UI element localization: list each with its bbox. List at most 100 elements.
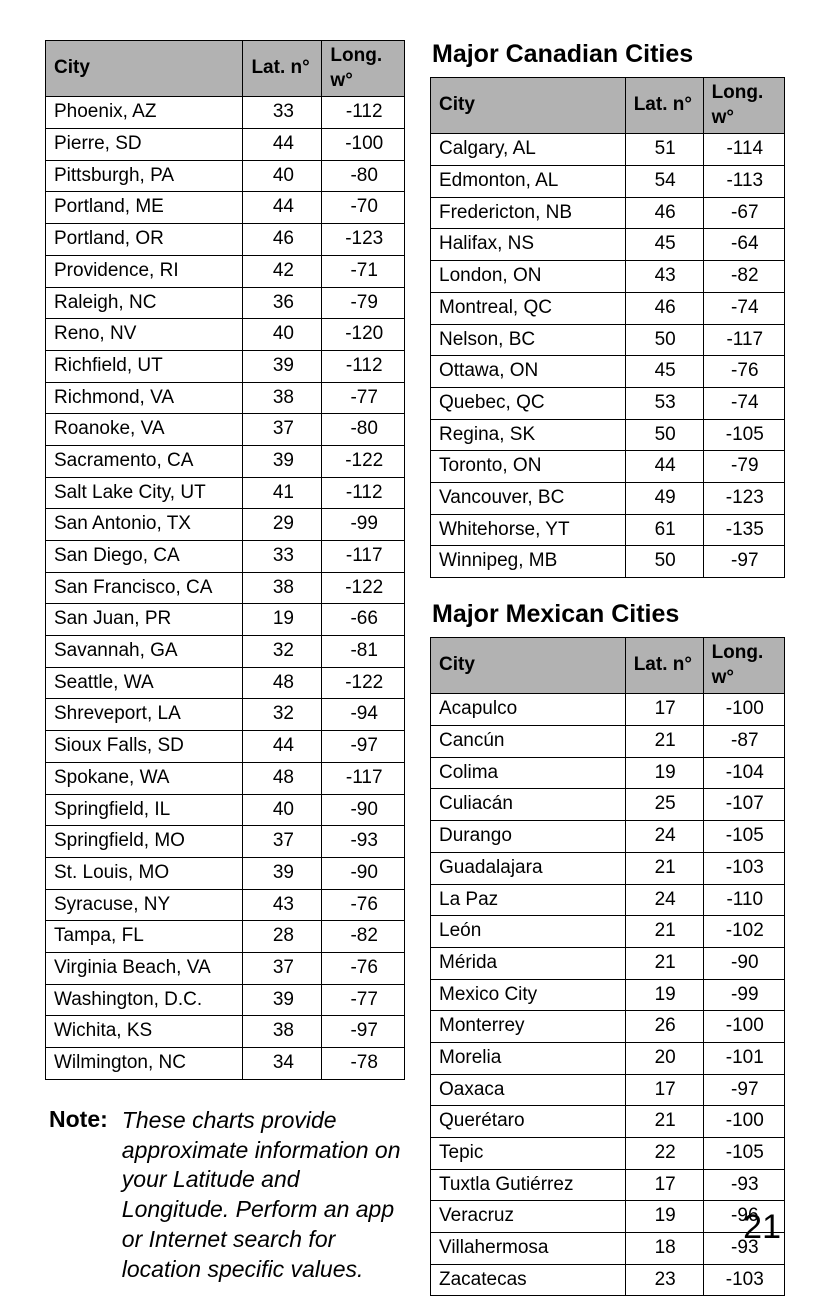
cell-long: -74 xyxy=(703,292,784,324)
cell-lat: 50 xyxy=(625,324,703,356)
cell-long: -99 xyxy=(322,509,405,541)
cell-city: Colima xyxy=(431,757,626,789)
cell-city: Syracuse, NY xyxy=(46,889,243,921)
table-row: Toronto, ON44-79 xyxy=(431,451,785,483)
cell-long: -78 xyxy=(322,1048,405,1080)
table-row: Savannah, GA32-81 xyxy=(46,636,405,668)
cell-long: -100 xyxy=(322,129,405,161)
table-row: Tepic22-105 xyxy=(431,1138,785,1170)
table-row: Nelson, BC50-117 xyxy=(431,324,785,356)
cell-lat: 33 xyxy=(243,541,322,573)
cell-long: -117 xyxy=(322,762,405,794)
cell-lat: 37 xyxy=(243,414,322,446)
table-row: San Juan, PR19-66 xyxy=(46,604,405,636)
cell-lat: 51 xyxy=(625,134,703,166)
cell-city: Sioux Falls, SD xyxy=(46,731,243,763)
cell-city: Montreal, QC xyxy=(431,292,626,324)
cell-long: -97 xyxy=(322,731,405,763)
cell-city: Regina, SK xyxy=(431,419,626,451)
cell-long: -90 xyxy=(322,857,405,889)
header-lat: Lat. n° xyxy=(625,78,703,134)
table-row: Edmonton, AL54-113 xyxy=(431,166,785,198)
table-row: San Francisco, CA38-122 xyxy=(46,572,405,604)
cell-long: -117 xyxy=(703,324,784,356)
header-city: City xyxy=(431,638,626,694)
cell-city: Tepic xyxy=(431,1138,626,1170)
cell-lat: 54 xyxy=(625,166,703,198)
cell-lat: 49 xyxy=(625,482,703,514)
cell-city: Springfield, MO xyxy=(46,826,243,858)
table-row: Durango24-105 xyxy=(431,821,785,853)
cell-lat: 24 xyxy=(625,884,703,916)
table-row: Villahermosa18-93 xyxy=(431,1233,785,1265)
cell-long: -105 xyxy=(703,1138,784,1170)
cell-lat: 19 xyxy=(625,757,703,789)
table-row: London, ON43-82 xyxy=(431,261,785,293)
cell-long: -105 xyxy=(703,419,784,451)
header-long: Long. w° xyxy=(322,41,405,97)
cell-long: -135 xyxy=(703,514,784,546)
cell-long: -103 xyxy=(703,852,784,884)
cell-lat: 39 xyxy=(243,857,322,889)
table-row: Winnipeg, MB50-97 xyxy=(431,546,785,578)
table-row: Morelia20-101 xyxy=(431,1042,785,1074)
cell-lat: 19 xyxy=(625,1201,703,1233)
cell-city: Fredericton, NB xyxy=(431,197,626,229)
cell-city: Veracruz xyxy=(431,1201,626,1233)
table-header-row: City Lat. n° Long. w° xyxy=(431,78,785,134)
table-row: Spokane, WA48-117 xyxy=(46,762,405,794)
cell-city: Oaxaca xyxy=(431,1074,626,1106)
cell-city: San Antonio, TX xyxy=(46,509,243,541)
table-row: Halifax, NS45-64 xyxy=(431,229,785,261)
cell-city: Roanoke, VA xyxy=(46,414,243,446)
cell-long: -112 xyxy=(322,350,405,382)
table-row: Mexico City19-99 xyxy=(431,979,785,1011)
cell-long: -87 xyxy=(703,726,784,758)
cell-long: -99 xyxy=(703,979,784,1011)
table-row: Pierre, SD44-100 xyxy=(46,129,405,161)
cell-lat: 34 xyxy=(243,1048,322,1080)
cell-city: Durango xyxy=(431,821,626,853)
cell-long: -77 xyxy=(322,382,405,414)
cell-city: Mexico City xyxy=(431,979,626,1011)
table-row: Pittsburgh, PA40-80 xyxy=(46,160,405,192)
cell-lat: 32 xyxy=(243,636,322,668)
cell-long: -114 xyxy=(703,134,784,166)
mexican-heading: Major Mexican Cities xyxy=(432,600,785,629)
cell-lat: 37 xyxy=(243,952,322,984)
cell-lat: 29 xyxy=(243,509,322,541)
cell-long: -97 xyxy=(322,1016,405,1048)
cell-long: -90 xyxy=(322,794,405,826)
header-city: City xyxy=(46,41,243,97)
cell-lat: 21 xyxy=(625,916,703,948)
cell-lat: 39 xyxy=(243,984,322,1016)
cell-lat: 41 xyxy=(243,477,322,509)
cell-long: -93 xyxy=(703,1169,784,1201)
cell-long: -122 xyxy=(322,572,405,604)
cell-city: London, ON xyxy=(431,261,626,293)
note-text: These charts provide approximate informa… xyxy=(122,1106,405,1285)
cell-lat: 44 xyxy=(243,192,322,224)
cell-city: San Juan, PR xyxy=(46,604,243,636)
cell-lat: 46 xyxy=(625,197,703,229)
right-column: Major Canadian Cities City Lat. n° Long.… xyxy=(430,40,785,1245)
mexican-cities-table: City Lat. n° Long. w° Acapulco17-100Canc… xyxy=(430,637,785,1296)
cell-lat: 19 xyxy=(625,979,703,1011)
cell-city: Pierre, SD xyxy=(46,129,243,161)
cell-long: -107 xyxy=(703,789,784,821)
table-row: Syracuse, NY43-76 xyxy=(46,889,405,921)
cell-lat: 46 xyxy=(243,224,322,256)
cell-long: -122 xyxy=(322,667,405,699)
table-row: Mérida21-90 xyxy=(431,947,785,979)
table-row: Portland, OR46-123 xyxy=(46,224,405,256)
table-row: Richmond, VA38-77 xyxy=(46,382,405,414)
cell-lat: 21 xyxy=(625,726,703,758)
cell-city: San Diego, CA xyxy=(46,541,243,573)
table-row: Salt Lake City, UT41-112 xyxy=(46,477,405,509)
table-row: Tuxtla Gutiérrez17-93 xyxy=(431,1169,785,1201)
cell-lat: 36 xyxy=(243,287,322,319)
cell-lat: 26 xyxy=(625,1011,703,1043)
cell-lat: 43 xyxy=(243,889,322,921)
page: City Lat. n° Long. w° Phoenix, AZ33-112P… xyxy=(0,0,825,1275)
table-row: Vancouver, BC49-123 xyxy=(431,482,785,514)
